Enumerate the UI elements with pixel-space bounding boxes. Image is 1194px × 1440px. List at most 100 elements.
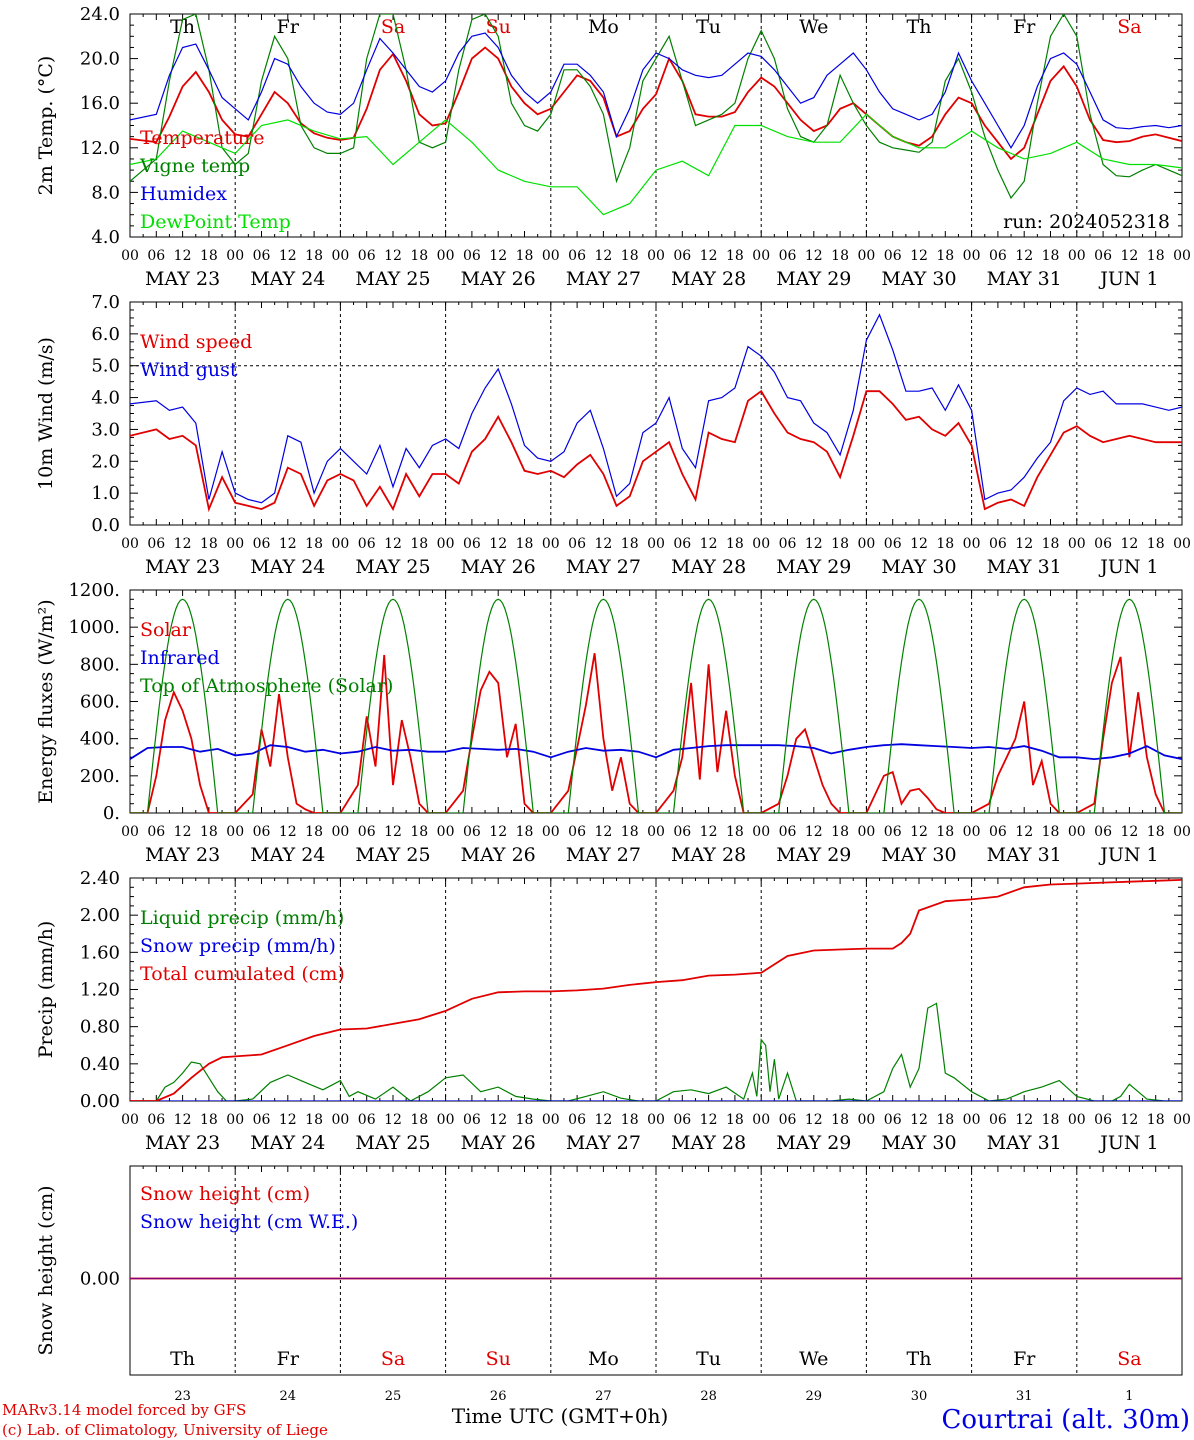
hour-tick-label: 06 bbox=[884, 1112, 902, 1128]
hour-tick-label: 06 bbox=[147, 536, 165, 552]
hour-tick-label: 06 bbox=[147, 824, 165, 840]
hour-tick-label: 06 bbox=[358, 536, 376, 552]
hour-tick-label: 06 bbox=[884, 248, 902, 264]
weekday-label: Sa bbox=[381, 16, 405, 38]
hour-tick-label: 00 bbox=[647, 536, 665, 552]
y-tick-label: 0.80 bbox=[80, 1017, 120, 1038]
hour-tick-label: 00 bbox=[437, 248, 455, 264]
hour-tick-label: 06 bbox=[989, 536, 1007, 552]
hour-tick-label: 12 bbox=[1120, 248, 1138, 264]
hour-tick-label: 18 bbox=[936, 248, 954, 264]
hour-tick-label: 06 bbox=[253, 536, 271, 552]
series-line bbox=[130, 113, 1182, 216]
day-number-label: 28 bbox=[700, 1389, 717, 1404]
hour-tick-label: 12 bbox=[384, 248, 402, 264]
date-label: MAY 27 bbox=[566, 844, 641, 866]
weekday-label: Tu bbox=[696, 1348, 721, 1370]
hour-tick-label: 18 bbox=[1147, 1112, 1165, 1128]
hour-tick-label: 18 bbox=[305, 1112, 323, 1128]
y-tick-label: 0. bbox=[103, 803, 120, 824]
hour-tick-label: 00 bbox=[1173, 248, 1191, 264]
hour-tick-label: 18 bbox=[410, 824, 428, 840]
hour-tick-label: 18 bbox=[516, 536, 534, 552]
hour-tick-label: 00 bbox=[752, 248, 770, 264]
hour-tick-label: 18 bbox=[1147, 824, 1165, 840]
day-number-label: 27 bbox=[595, 1389, 612, 1404]
hour-tick-label: 12 bbox=[279, 536, 297, 552]
y-axis-title: 2m Temp. (°C) bbox=[35, 56, 57, 196]
hour-tick-label: 18 bbox=[621, 824, 639, 840]
hour-tick-label: 06 bbox=[253, 1112, 271, 1128]
weekday-label: Th bbox=[907, 1348, 932, 1370]
hour-tick-label: 00 bbox=[857, 248, 875, 264]
legend-entry: Snow height (cm W.E.) bbox=[140, 1211, 358, 1233]
hour-tick-label: 18 bbox=[621, 1112, 639, 1128]
weekday-label: Mo bbox=[588, 16, 619, 38]
hour-tick-label: 12 bbox=[1015, 248, 1033, 264]
hour-tick-label: 12 bbox=[489, 1112, 507, 1128]
date-label: MAY 27 bbox=[566, 1132, 641, 1154]
hour-tick-label: 18 bbox=[936, 536, 954, 552]
hour-tick-label: 18 bbox=[516, 1112, 534, 1128]
hour-tick-label: 12 bbox=[1120, 536, 1138, 552]
series-group bbox=[130, 14, 1182, 216]
legend-entry: Total cumulated (cm) bbox=[140, 963, 345, 985]
y-tick-label: 1.60 bbox=[80, 942, 120, 963]
hour-tick-label: 06 bbox=[463, 536, 481, 552]
series-line bbox=[130, 313, 1182, 504]
series-group bbox=[130, 879, 1182, 1101]
hour-tick-label: 18 bbox=[305, 824, 323, 840]
weekday-label: Sa bbox=[1117, 16, 1141, 38]
hour-tick-label: 06 bbox=[673, 248, 691, 264]
hour-tick-label: 12 bbox=[1015, 824, 1033, 840]
day-number-label: 30 bbox=[911, 1389, 928, 1404]
day-number-label: 1 bbox=[1125, 1389, 1133, 1404]
legend-entry: Wind gust bbox=[140, 359, 238, 381]
date-label: MAY 24 bbox=[250, 556, 325, 578]
hour-tick-label: 00 bbox=[647, 248, 665, 264]
hour-tick-label: 18 bbox=[305, 536, 323, 552]
run-annotation: run: 2024052318 bbox=[1003, 211, 1170, 233]
date-label: MAY 30 bbox=[881, 268, 956, 290]
hour-tick-label: 06 bbox=[884, 824, 902, 840]
hour-tick-label: 06 bbox=[1094, 248, 1112, 264]
weekday-label: Sa bbox=[381, 1348, 405, 1370]
footer-model: MARv3.14 model forced by GFS bbox=[2, 1401, 246, 1419]
series-line bbox=[130, 598, 1182, 813]
y-tick-label: 7.0 bbox=[91, 292, 120, 313]
hour-tick-label: 00 bbox=[542, 248, 560, 264]
hour-tick-label: 12 bbox=[910, 824, 928, 840]
hour-tick-label: 00 bbox=[1068, 824, 1086, 840]
hour-tick-label: 12 bbox=[910, 536, 928, 552]
hour-tick-label: 06 bbox=[1094, 1112, 1112, 1128]
hour-tick-label: 18 bbox=[831, 248, 849, 264]
hour-tick-label: 00 bbox=[226, 824, 244, 840]
hour-tick-label: 00 bbox=[752, 536, 770, 552]
hour-tick-label: 12 bbox=[700, 536, 718, 552]
hour-tick-label: 00 bbox=[226, 248, 244, 264]
series-line bbox=[130, 879, 1182, 1101]
date-label: MAY 29 bbox=[776, 844, 851, 866]
hour-tick-label: 18 bbox=[305, 248, 323, 264]
hour-tick-label: 00 bbox=[437, 824, 455, 840]
hour-tick-label: 06 bbox=[779, 536, 797, 552]
date-label: MAY 25 bbox=[355, 268, 430, 290]
hour-tick-label: 00 bbox=[1068, 1112, 1086, 1128]
hour-tick-label: 12 bbox=[384, 536, 402, 552]
y-tick-label: 20.0 bbox=[80, 49, 120, 70]
legend-entry: Humidex bbox=[140, 183, 227, 205]
y-tick-label: 1.0 bbox=[91, 483, 120, 504]
date-label: MAY 30 bbox=[881, 1132, 956, 1154]
hour-tick-label: 12 bbox=[594, 536, 612, 552]
y-tick-label: 0.00 bbox=[80, 1269, 120, 1290]
y-tick-label: 400. bbox=[80, 729, 120, 750]
weekday-label: We bbox=[799, 1348, 828, 1370]
series-line bbox=[130, 46, 1182, 161]
y-tick-label: 2.00 bbox=[80, 905, 120, 926]
hour-tick-label: 00 bbox=[1173, 536, 1191, 552]
hour-tick-label: 06 bbox=[779, 248, 797, 264]
hour-tick-label: 06 bbox=[1094, 824, 1112, 840]
hour-tick-label: 00 bbox=[1068, 536, 1086, 552]
hour-tick-label: 12 bbox=[489, 824, 507, 840]
x-axis-title: Time UTC (GMT+0h) bbox=[452, 1404, 669, 1428]
